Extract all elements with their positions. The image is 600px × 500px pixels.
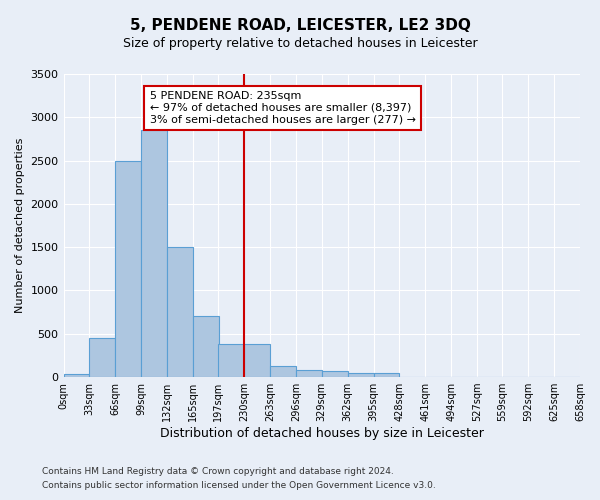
Text: Contains HM Land Registry data © Crown copyright and database right 2024.: Contains HM Land Registry data © Crown c…	[42, 467, 394, 476]
X-axis label: Distribution of detached houses by size in Leicester: Distribution of detached houses by size …	[160, 427, 484, 440]
Bar	[322, 371, 347, 377]
Bar	[141, 130, 167, 377]
Text: 5 PENDENE ROAD: 235sqm
← 97% of detached houses are smaller (8,397)
3% of semi-d: 5 PENDENE ROAD: 235sqm ← 97% of detached…	[150, 92, 416, 124]
Text: Contains public sector information licensed under the Open Government Licence v3: Contains public sector information licen…	[42, 481, 436, 490]
Text: 5, PENDENE ROAD, LEICESTER, LE2 3DQ: 5, PENDENE ROAD, LEICESTER, LE2 3DQ	[130, 18, 470, 32]
Text: Size of property relative to detached houses in Leicester: Size of property relative to detached ho…	[122, 38, 478, 51]
Y-axis label: Number of detached properties: Number of detached properties	[15, 138, 25, 313]
Bar	[193, 316, 219, 377]
Bar	[374, 373, 400, 377]
Bar	[89, 338, 115, 377]
Bar	[167, 247, 193, 377]
Bar	[244, 344, 270, 377]
Bar	[270, 366, 296, 377]
Bar	[347, 373, 374, 377]
Bar	[218, 344, 244, 377]
Bar	[64, 374, 89, 377]
Bar	[296, 370, 322, 377]
Bar	[115, 160, 141, 377]
